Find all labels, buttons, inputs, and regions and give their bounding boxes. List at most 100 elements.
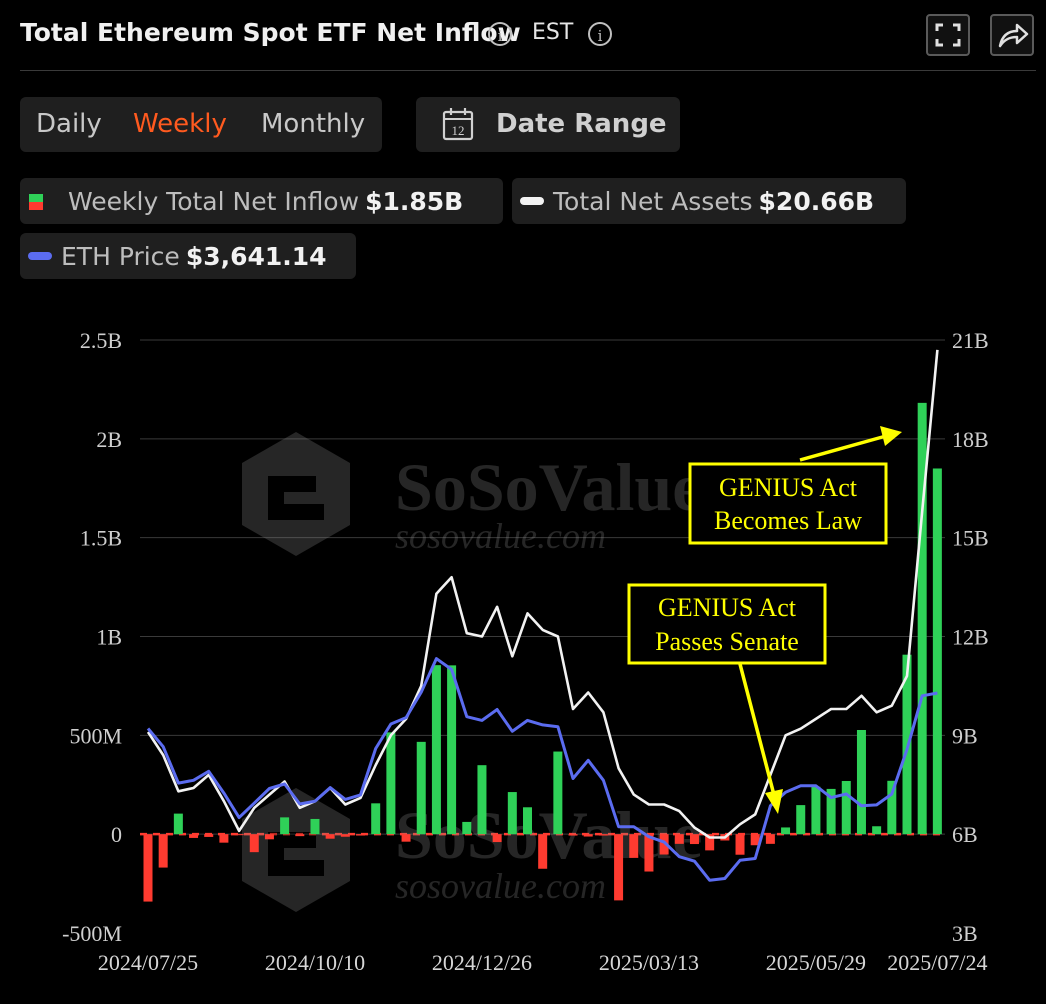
assets-swatch-icon xyxy=(520,197,544,205)
legend-price-value: $3,641.14 xyxy=(185,242,327,271)
inflow-bar xyxy=(644,834,654,872)
inflow-bar xyxy=(735,834,745,855)
inflow-bar xyxy=(705,834,715,851)
inflow-bar xyxy=(447,665,457,835)
axis-ticks: 2.5B 21B 2B 18B 1.5B 15B 1B 12B 500M 9B 0 6B -500M 3B… xyxy=(62,328,989,975)
inflow-bar xyxy=(325,834,335,839)
y-left-tick-label: 0 xyxy=(111,822,122,847)
watermark-brand-bottom: SoSoValue xyxy=(395,797,702,873)
inflow-bar xyxy=(765,834,775,844)
inflow-bar xyxy=(280,817,290,835)
y-right-tick-label: 21B xyxy=(952,328,989,353)
price-swatch-icon xyxy=(28,252,52,260)
watermark-brand-top: SoSoValue xyxy=(395,449,702,525)
calendar-icon: 12 xyxy=(442,108,474,141)
inflow-bar xyxy=(750,834,760,846)
legend-price[interactable]: ETH Price $3,641.14 xyxy=(20,233,356,279)
inflow-bar xyxy=(614,834,624,901)
inflow-bar xyxy=(462,821,472,835)
senate-arrow-head-icon xyxy=(765,789,783,814)
y-right-tick-label: 15B xyxy=(952,526,989,551)
x-tick-label: 2025/05/29 xyxy=(766,950,866,975)
fullscreen-button[interactable] xyxy=(926,14,970,56)
y-right-tick-label: 18B xyxy=(952,427,989,452)
inflow-bar xyxy=(689,834,699,845)
inflow-bar xyxy=(856,729,866,835)
inflow-bar xyxy=(523,807,532,835)
inflow-bar xyxy=(189,834,199,838)
inflow-bar xyxy=(917,402,927,835)
inflow-bar xyxy=(356,834,366,836)
period-daily[interactable]: Daily xyxy=(36,109,102,139)
inflow-bar xyxy=(841,780,851,835)
inflow-bar xyxy=(872,826,882,835)
period-selector: Daily Weekly Monthly xyxy=(20,97,382,152)
title-info-icon[interactable]: i xyxy=(488,22,512,46)
y-left-tick-label: 1B xyxy=(96,625,122,650)
chart-header: Total Ethereum Spot ETF Net Inflow i EST… xyxy=(20,14,1034,58)
chart-title: Total Ethereum Spot ETF Net Inflow xyxy=(20,18,521,47)
inflow-bar xyxy=(659,834,669,855)
watermark: SoSoValue sosovalue.com SoSoValue sosova… xyxy=(242,432,702,912)
y-left-tick-label: 1.5B xyxy=(80,526,122,551)
legend-assets[interactable]: Total Net Assets $20.66B xyxy=(512,178,906,224)
watermark-url-top: sosovalue.com xyxy=(395,516,606,556)
share-button[interactable] xyxy=(990,14,1034,56)
inflow-bar xyxy=(204,834,214,837)
chart-canvas[interactable]: SoSoValue sosovalue.com SoSoValue sosova… xyxy=(0,300,1046,1004)
inflow-bar xyxy=(234,834,244,836)
inflow-bar xyxy=(507,792,517,835)
calendar-day: 12 xyxy=(452,123,465,138)
inflow-bar xyxy=(264,834,274,840)
inflow-bar xyxy=(781,827,791,835)
x-tick-label: 2025/03/13 xyxy=(599,950,699,975)
y-left-tick-label: 2.5B xyxy=(80,328,122,353)
inflow-bar xyxy=(553,751,563,835)
legend-inflow-value: $1.85B xyxy=(365,187,464,216)
date-range-label: Date Range xyxy=(496,109,667,139)
inflow-bar xyxy=(932,468,942,835)
y-right-tick-label: 9B xyxy=(952,723,978,748)
inflow-bar xyxy=(340,834,350,837)
x-tick-label: 2024/12/26 xyxy=(432,950,532,975)
law-annotation-line1: GENIUS Act xyxy=(719,473,858,502)
inflow-bar xyxy=(826,788,836,835)
header-divider xyxy=(20,70,1036,71)
y-right-tick-label: 6B xyxy=(952,822,978,847)
inflow-bar xyxy=(598,834,608,836)
inflow-bar xyxy=(416,741,426,835)
fullscreen-icon xyxy=(935,23,961,47)
legend-assets-value: $20.66B xyxy=(758,187,875,216)
inflow-bar xyxy=(796,805,806,835)
timezone-info-icon[interactable]: i xyxy=(588,22,612,46)
inflow-bar xyxy=(431,665,441,835)
x-tick-label: 2024/10/10 xyxy=(265,950,365,975)
y-left-tick-label: 500M xyxy=(69,723,122,748)
senate-arrow xyxy=(738,663,776,796)
senate-annotation-box xyxy=(627,583,827,665)
watermark-url-bottom: sosovalue.com xyxy=(395,866,606,906)
timezone-label: EST xyxy=(532,20,574,45)
date-range-button[interactable]: 12 Date Range xyxy=(416,97,680,152)
inflow-bar xyxy=(310,818,320,835)
senate-annotation-line1: GENIUS Act xyxy=(658,593,797,622)
y-left-tick-label: -500M xyxy=(62,921,122,946)
period-weekly[interactable]: Weekly xyxy=(133,109,227,139)
inflow-bar xyxy=(887,780,897,835)
inflow-bar xyxy=(295,834,305,837)
inflow-bar xyxy=(583,834,593,837)
inflow-bar xyxy=(477,765,487,835)
inflow-bar xyxy=(492,834,502,843)
x-tick-label: 2024/07/25 xyxy=(98,950,198,975)
inflow-bar xyxy=(674,834,684,844)
y-left-tick-label: 2B xyxy=(96,427,122,452)
inflow-bar xyxy=(538,834,548,869)
period-monthly[interactable]: Monthly xyxy=(261,109,366,139)
inflow-bar xyxy=(173,813,183,835)
legend-inflow[interactable]: Weekly Total Net Inflow $1.85B xyxy=(20,178,503,224)
watermark-logo-bottom-icon xyxy=(242,788,350,912)
inflow-bar xyxy=(143,834,153,902)
inflow-swatch-icon xyxy=(29,194,43,210)
law-arrow xyxy=(799,434,887,462)
inflow-bar xyxy=(401,834,411,842)
